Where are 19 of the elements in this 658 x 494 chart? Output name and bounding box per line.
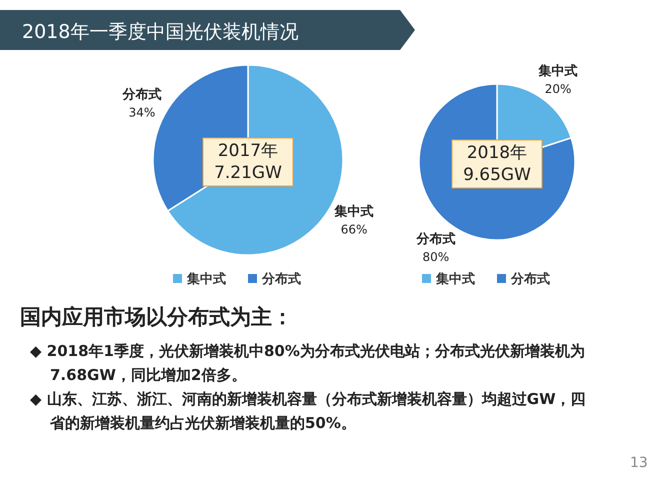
slice-label: 分布式 [415,231,456,248]
text: ◆ 2018年1季度，光伏新增装机中80%为分布式光伏电站；分布式光伏新增装机为7.68GW，同比增加2倍多。 [30,341,586,386]
text: 2017年 7.21GW [214,141,282,183]
text: 2018年 9.65GW [463,143,532,185]
data-label: 66% [340,222,368,236]
slice-label: 集中式 [538,62,578,79]
text: 国内应用市场以分布式为主： [20,304,294,331]
legend-label: 集中式 [435,271,475,287]
legend-label: 分布式 [510,271,550,287]
legend-label: 集中式 [186,271,226,287]
data-label: 34% [128,106,156,120]
slice-label: 集中式 [334,203,374,220]
data-label: 80% [422,250,450,264]
text: 2018年一季度中国光伏装机情况 [22,21,298,43]
legend-label: 分布式 [261,271,301,287]
text: ◆ 山东、江苏、浙江、河南的新增装机容量（分布式新增装机容量）均超过GW，四省的新增装机量约占光伏新增装机量的50%。 [30,389,587,434]
text: 13 [630,455,648,471]
slice-label: 分布式 [121,86,162,103]
data-label: 20% [544,82,572,96]
